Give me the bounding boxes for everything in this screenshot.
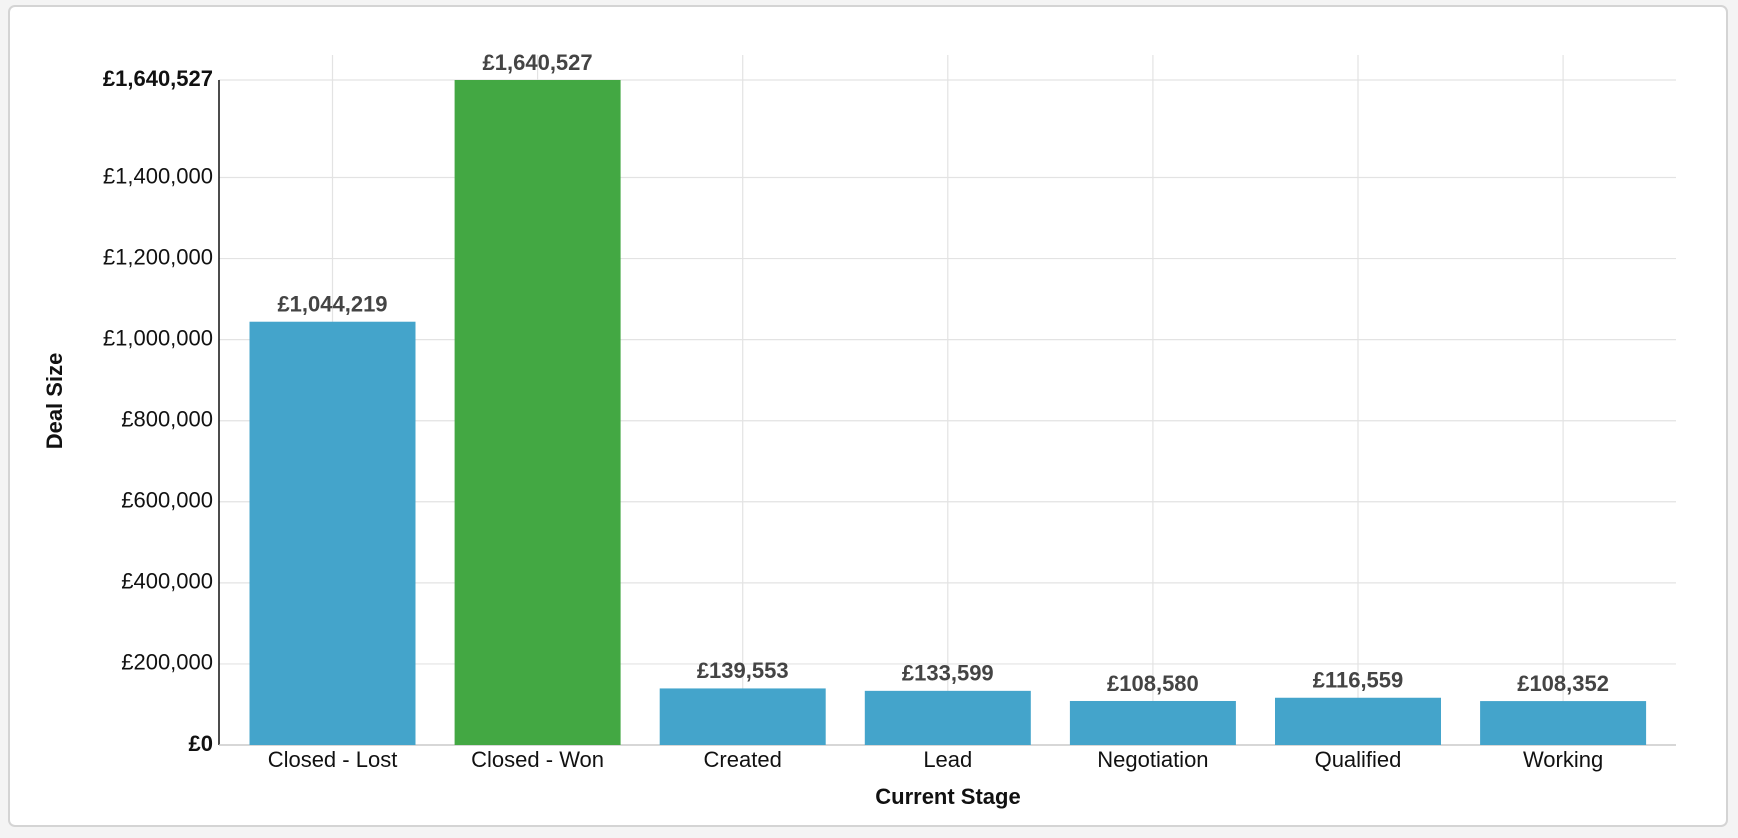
- y-tick-label: £0: [189, 731, 213, 756]
- y-tick-label: £1,200,000: [103, 244, 213, 269]
- value-label: £133,599: [902, 661, 994, 686]
- y-tick-label: £800,000: [121, 407, 213, 432]
- y-tick-label: £1,640,527: [103, 66, 213, 91]
- bar: [659, 688, 826, 745]
- bar: [1069, 700, 1236, 745]
- value-label: £1,044,219: [277, 292, 387, 317]
- bar: [1480, 701, 1647, 745]
- x-axis-title: Current Stage: [875, 784, 1020, 809]
- x-tick-label: Lead: [923, 747, 972, 772]
- x-tick-label: Negotiation: [1097, 747, 1208, 772]
- y-axis-title: Deal Size: [42, 353, 67, 450]
- y-tick-label: £1,000,000: [103, 325, 213, 350]
- y-tick-label: £1,400,000: [103, 163, 213, 188]
- y-tick-label: £200,000: [121, 650, 213, 675]
- x-tick-label: Working: [1523, 747, 1603, 772]
- card: [8, 5, 1728, 827]
- x-tick-label: Closed - Lost: [268, 747, 398, 772]
- bar: [249, 321, 416, 745]
- value-label: £1,640,527: [483, 50, 593, 75]
- bar: [454, 80, 621, 745]
- bar: [1275, 697, 1441, 745]
- bar: [864, 690, 1031, 745]
- y-tick-label: £400,000: [121, 569, 213, 594]
- x-tick-label: Closed - Won: [471, 747, 604, 772]
- value-label: £116,559: [1313, 668, 1404, 693]
- value-label: £139,553: [697, 658, 789, 683]
- x-tick-label: Created: [704, 747, 782, 772]
- value-label: £108,352: [1517, 671, 1609, 696]
- y-tick-label: £600,000: [121, 488, 213, 513]
- x-tick-label: Qualified: [1315, 747, 1402, 772]
- value-label: £108,580: [1107, 671, 1199, 696]
